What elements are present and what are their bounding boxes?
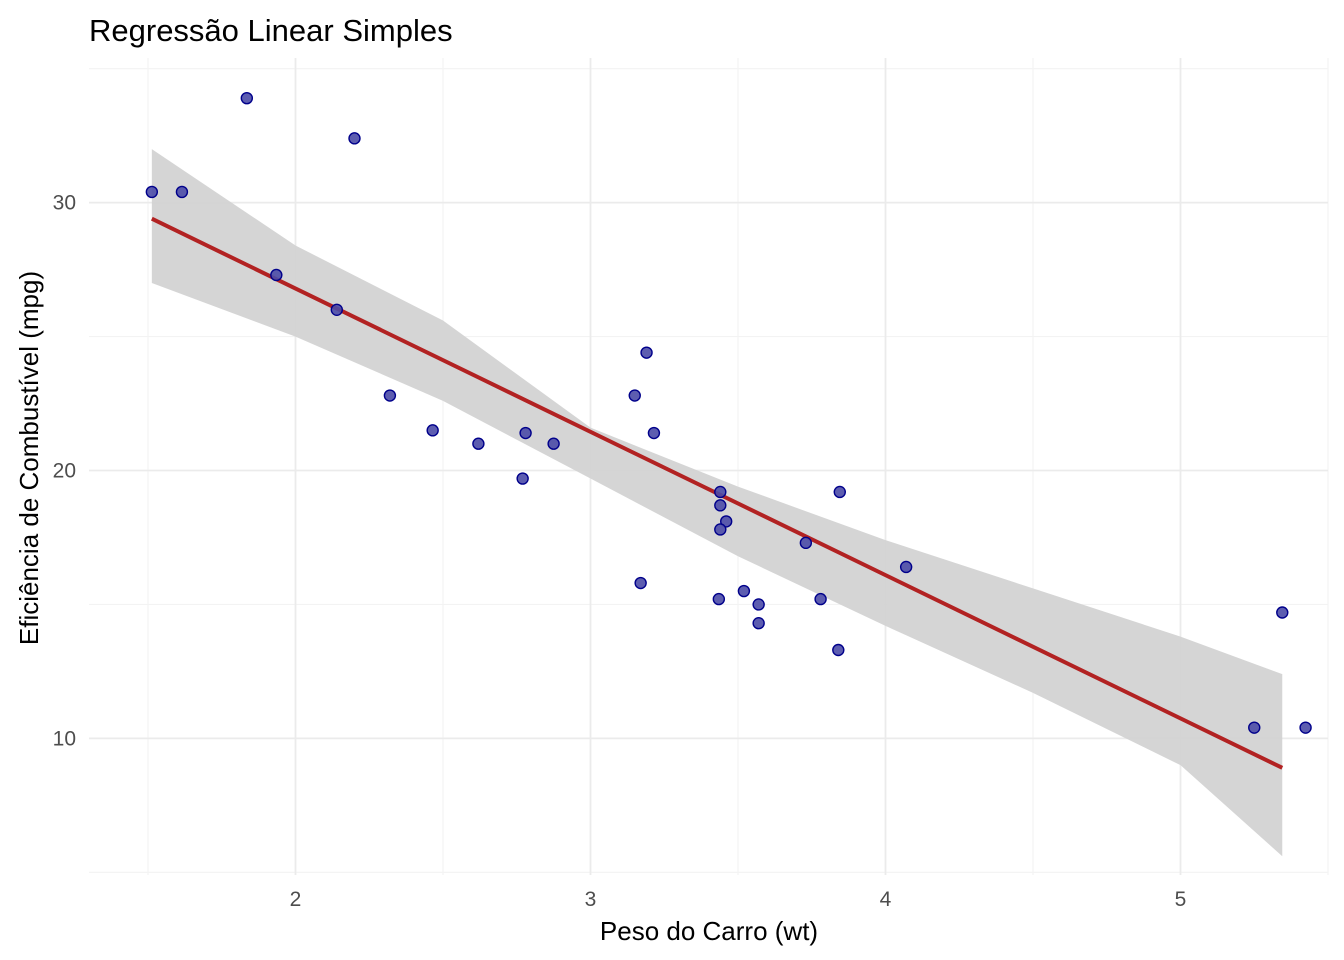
minor-gridlines [89,58,1329,875]
y-tick-label: 20 [53,460,76,483]
data-point [426,424,439,437]
data-point [737,584,751,598]
y-tick-label: 30 [53,192,76,215]
data-point [145,185,159,199]
data-point [833,485,846,499]
data-point [799,536,813,550]
data-point [348,132,361,145]
data-point [714,523,727,536]
data-point [752,598,765,611]
data-point [714,499,727,512]
y-axis-ticks: 10 20 30 [53,192,76,751]
data-point [640,346,653,359]
data-point [647,426,661,440]
data-point [1248,721,1261,734]
data-point [383,389,397,402]
x-tick-label: 3 [585,888,597,911]
data-point [752,617,765,630]
data-point [899,560,913,574]
data-point [270,268,283,282]
x-tick-label: 5 [1175,888,1187,911]
chart-title: Regressão Linear Simples [89,13,453,48]
x-tick-label: 2 [290,888,302,911]
x-tick-label: 4 [880,888,892,911]
data-point [714,485,727,499]
data-point [175,185,189,199]
data-point [240,91,254,105]
x-axis-title: Peso do Carro (wt) [600,916,818,946]
y-tick-label: 10 [53,727,76,750]
data-point [547,437,560,450]
data-point [519,426,532,440]
data-point [516,472,529,485]
data-point [814,592,827,606]
data-point [634,576,647,590]
data-point [628,389,641,402]
data-point [712,592,726,606]
data-point [832,643,845,657]
x-axis-ticks: 2 3 4 5 [290,888,1187,911]
data-points [145,91,1312,734]
data-point [1299,721,1312,734]
major-gridlines [89,58,1328,875]
y-axis-title: Eficiência de Combustível (mpg) [14,271,44,645]
data-point [1276,606,1289,619]
data-point [330,303,343,316]
data-point [472,437,485,450]
